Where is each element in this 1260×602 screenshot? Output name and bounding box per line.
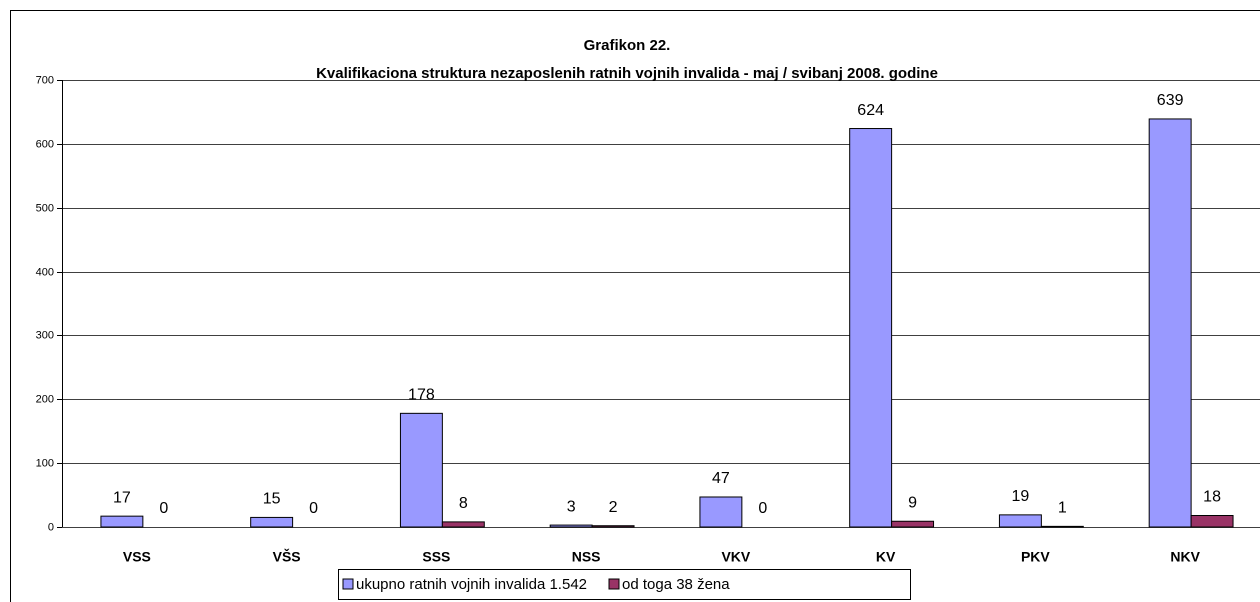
data-label: 178 — [408, 387, 435, 404]
data-label: 2 — [609, 499, 618, 516]
x-tick-label: VŠS — [273, 548, 301, 565]
bar — [250, 516, 294, 528]
y-tick-label: 300 — [36, 329, 54, 341]
data-label: 0 — [309, 500, 318, 517]
y-tick-label: 100 — [36, 457, 54, 469]
bar — [100, 515, 144, 528]
bar — [441, 521, 485, 528]
data-label: 3 — [567, 498, 576, 515]
data-label: 0 — [159, 500, 168, 517]
bar — [1190, 515, 1234, 528]
bar — [399, 412, 443, 528]
data-label: 15 — [263, 491, 281, 508]
bar — [699, 496, 743, 528]
x-tick-label: KV — [876, 549, 896, 565]
bar — [998, 514, 1042, 528]
bar — [549, 524, 593, 528]
legend-label: ukupno ratnih vojnih invalida 1.542 — [356, 576, 587, 593]
data-label: 624 — [857, 102, 884, 119]
data-label: 639 — [1157, 92, 1184, 109]
x-tick-label: NSS — [572, 549, 601, 565]
bar — [1040, 525, 1084, 528]
bar — [591, 525, 635, 528]
y-tick-label: 400 — [36, 266, 54, 278]
data-label: 1 — [1058, 500, 1067, 517]
y-tick-label: 700 — [36, 74, 54, 86]
data-label: 9 — [908, 494, 917, 511]
x-tick-label: VKV — [721, 549, 750, 565]
legend-swatch — [608, 578, 620, 590]
x-tick-label: NKV — [1170, 549, 1200, 565]
data-label: 18 — [1203, 489, 1221, 506]
data-label: 8 — [459, 495, 468, 512]
legend-box — [338, 569, 911, 600]
y-tick-label: 600 — [36, 138, 54, 150]
legend-swatch — [342, 578, 354, 590]
data-label: 17 — [113, 489, 131, 506]
x-tick-label: VSS — [123, 549, 151, 565]
chart-title: Grafikon 22. — [584, 37, 671, 54]
y-tick-label: 200 — [36, 393, 54, 405]
chart-frame — [10, 10, 1260, 602]
chart-subtitle: Kvalifikaciona struktura nezaposlenih ra… — [316, 65, 938, 82]
y-tick-label: 0 — [48, 521, 54, 533]
bar — [1148, 118, 1192, 528]
y-tick-label: 500 — [36, 202, 54, 214]
data-label: 19 — [1012, 488, 1030, 505]
bar — [891, 520, 935, 528]
bar — [849, 128, 893, 528]
legend-label: od toga 38 žena — [622, 576, 730, 593]
x-tick-label: SSS — [422, 549, 450, 565]
data-label: 47 — [712, 470, 730, 487]
x-tick-label: PKV — [1021, 549, 1050, 565]
data-label: 0 — [758, 500, 767, 517]
